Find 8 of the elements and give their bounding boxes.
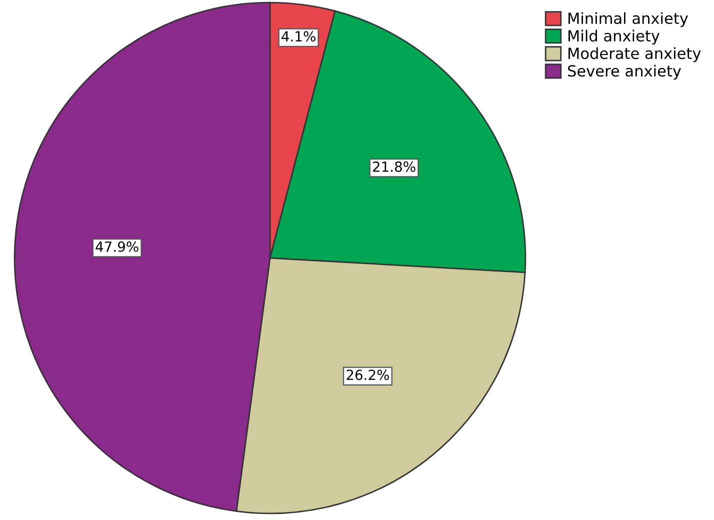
legend-label: Mild anxiety bbox=[568, 30, 660, 45]
data-label: 21.8% bbox=[372, 161, 416, 172]
legend-label: Severe anxiety bbox=[568, 64, 682, 80]
legend-label: Minimal anxiety bbox=[568, 12, 688, 28]
data-label: 4.1% bbox=[282, 31, 316, 42]
data-label: 26.2% bbox=[346, 370, 389, 380]
legend-label: Moderate anxiety bbox=[568, 47, 701, 62]
data-label: 47.9% bbox=[96, 241, 138, 252]
